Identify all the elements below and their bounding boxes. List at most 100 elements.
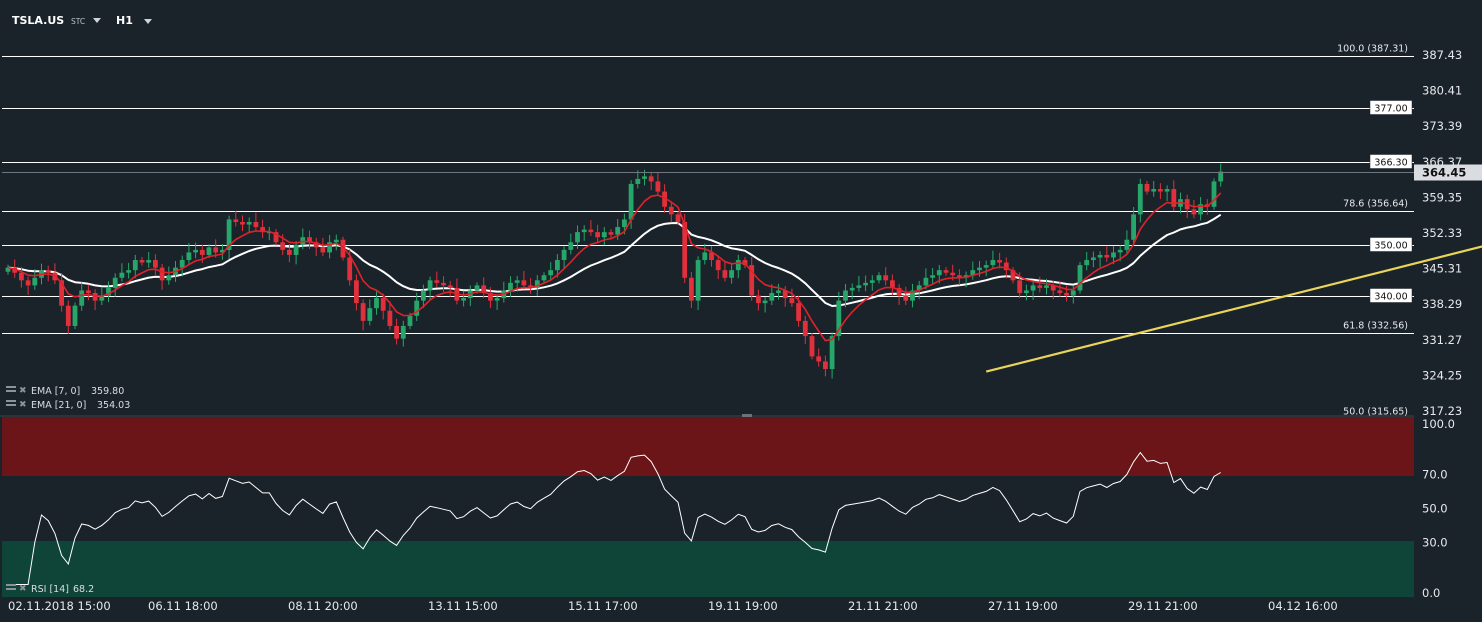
close-icon[interactable]: ✖ — [19, 386, 27, 396]
candle-body — [548, 270, 554, 276]
candle-body — [1144, 183, 1150, 192]
candle-body — [769, 292, 775, 301]
candle-body — [675, 214, 681, 222]
candle-body — [19, 272, 24, 281]
candle-body — [555, 260, 560, 271]
candle-body — [421, 290, 426, 301]
chevron-down-icon[interactable] — [144, 19, 152, 24]
price-tick-label: 345.31 — [1422, 262, 1462, 276]
instrument-type-label[interactable]: STC — [71, 17, 85, 26]
timeframe-label[interactable]: H1 — [116, 14, 133, 27]
candle-body — [1164, 189, 1170, 192]
level-label-box — [1369, 100, 1413, 115]
ema7-label: EMA [7, 0] — [31, 386, 80, 397]
candle-body — [1024, 290, 1029, 293]
price-tick-label: 324.25 — [1422, 368, 1462, 382]
rsi-line — [14, 451, 1221, 585]
candle-body — [441, 282, 446, 286]
candle-body — [950, 272, 956, 276]
rsi-overbought-zone — [2, 417, 1414, 476]
symbol-label[interactable]: TSLA.US — [12, 14, 64, 27]
candle-body — [508, 282, 513, 291]
candle-body — [360, 303, 366, 321]
candle-body — [146, 260, 152, 263]
candle-body — [494, 298, 500, 301]
candle-body — [293, 244, 299, 255]
candle-body — [126, 270, 131, 273]
candle-body — [106, 287, 111, 296]
candle-body — [561, 249, 567, 261]
candle-body — [829, 336, 835, 370]
candle-body — [863, 282, 868, 286]
trendline[interactable] — [985, 230, 1482, 373]
candle-body — [461, 298, 466, 301]
panel-resize-handle[interactable] — [742, 414, 752, 417]
candle-body — [280, 242, 286, 250]
legend-ema21[interactable]: ✖ EMA [21, 0] 354.03 — [6, 400, 130, 411]
candle-body — [742, 260, 748, 266]
level-label: 50.0 (315.65) — [1343, 407, 1408, 418]
candle-body — [394, 325, 399, 339]
candle-body — [1191, 209, 1197, 215]
time-tick-label: 08.11 20:00 — [288, 599, 358, 613]
rsi-value: 68.2 — [73, 584, 94, 595]
candle-body — [193, 249, 198, 253]
candle-body — [916, 285, 922, 291]
candle-body — [836, 300, 842, 337]
candle-body — [568, 242, 574, 250]
candle-body — [327, 242, 332, 253]
candle-body — [957, 275, 962, 278]
candle-body — [1117, 249, 1123, 253]
candle-body — [662, 191, 667, 207]
candle-body — [5, 267, 11, 272]
menu-icon[interactable] — [6, 584, 16, 586]
legend-rsi[interactable]: ✖ RSI [14] 68.2 — [6, 584, 94, 595]
close-icon[interactable]: ✖ — [19, 584, 27, 594]
candle-body — [876, 275, 882, 281]
candle-body — [1124, 239, 1130, 250]
candle-body — [240, 221, 245, 225]
candle-body — [782, 290, 788, 299]
candle-body — [266, 232, 272, 234]
candle-body — [407, 315, 413, 326]
candle-body — [213, 247, 219, 253]
candle-body — [166, 275, 172, 281]
candle-body — [447, 285, 453, 288]
chevron-down-icon[interactable] — [93, 18, 101, 23]
menu-icon[interactable] — [6, 400, 16, 402]
candle-body — [374, 298, 379, 309]
candle-body — [997, 260, 1002, 263]
candle-body — [1198, 204, 1203, 215]
candle-body — [159, 267, 165, 281]
trendline-path — [985, 245, 1482, 373]
candle-body — [434, 280, 440, 283]
candle-body — [581, 229, 587, 233]
candle-body — [1084, 260, 1090, 266]
candle-body — [99, 295, 105, 301]
candle-body — [25, 280, 31, 286]
candle-body — [1003, 262, 1009, 271]
price-tick-label: 359.35 — [1422, 190, 1462, 204]
candle-body — [622, 219, 627, 228]
time-tick-label: 13.11 15:00 — [428, 599, 498, 613]
candle-body — [648, 176, 654, 182]
level-label: 350.00 — [1374, 241, 1407, 252]
candle-body — [220, 249, 225, 253]
candle-body — [541, 275, 547, 281]
close-icon[interactable]: ✖ — [19, 400, 27, 410]
level-label: 78.6 (356.64) — [1343, 199, 1408, 210]
time-tick-label: 15.11 17:00 — [568, 599, 638, 613]
menu-icon[interactable] — [6, 386, 16, 388]
candle-body — [722, 270, 728, 278]
candle-body — [595, 232, 600, 238]
candle-body — [521, 280, 527, 286]
candle-body — [776, 290, 781, 293]
price-tick-label: 380.41 — [1422, 84, 1462, 98]
legend-ema7[interactable]: ✖ EMA [7, 0] 359.80 — [6, 386, 124, 397]
rsi-label: RSI [14] — [31, 584, 69, 595]
candle-body — [206, 247, 212, 255]
candle-body — [340, 239, 346, 258]
candle-body — [45, 270, 51, 273]
